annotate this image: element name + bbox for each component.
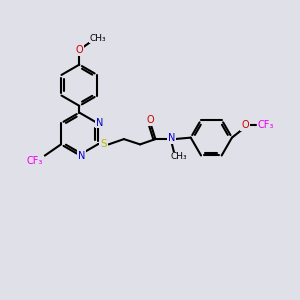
Text: O: O bbox=[76, 45, 83, 55]
Text: CH₃: CH₃ bbox=[170, 152, 187, 161]
Text: CH₃: CH₃ bbox=[89, 34, 106, 43]
Text: S: S bbox=[100, 140, 107, 149]
Text: O: O bbox=[147, 115, 154, 125]
Text: N: N bbox=[78, 151, 85, 160]
Text: CF₃: CF₃ bbox=[27, 157, 43, 166]
Text: CF₃: CF₃ bbox=[258, 120, 274, 130]
Text: N: N bbox=[168, 133, 175, 143]
Text: O: O bbox=[241, 120, 249, 130]
Text: N: N bbox=[96, 118, 103, 128]
